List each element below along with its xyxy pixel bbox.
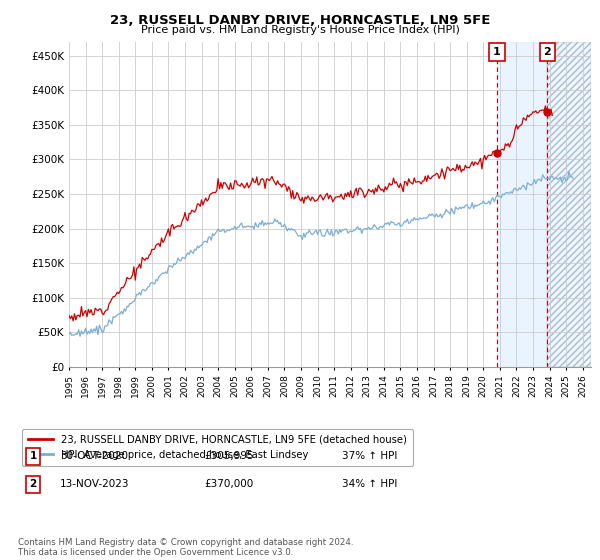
Text: 30-OCT-2020: 30-OCT-2020	[60, 451, 128, 461]
Text: 37% ↑ HPI: 37% ↑ HPI	[342, 451, 397, 461]
Bar	[547, 42, 591, 367]
Text: 34% ↑ HPI: 34% ↑ HPI	[342, 479, 397, 489]
Text: 23, RUSSELL DANBY DRIVE, HORNCASTLE, LN9 5FE: 23, RUSSELL DANBY DRIVE, HORNCASTLE, LN9…	[110, 14, 490, 27]
Legend: 23, RUSSELL DANBY DRIVE, HORNCASTLE, LN9 5FE (detached house), HPI: Average pric: 23, RUSSELL DANBY DRIVE, HORNCASTLE, LN9…	[22, 428, 413, 466]
Text: 1: 1	[29, 451, 37, 461]
Text: 2: 2	[544, 48, 551, 57]
Text: £370,000: £370,000	[204, 479, 253, 489]
Text: 2: 2	[29, 479, 37, 489]
Text: Price paid vs. HM Land Registry's House Price Index (HPI): Price paid vs. HM Land Registry's House …	[140, 25, 460, 35]
Text: £305,995: £305,995	[204, 451, 254, 461]
Text: Contains HM Land Registry data © Crown copyright and database right 2024.
This d: Contains HM Land Registry data © Crown c…	[18, 538, 353, 557]
Bar	[497, 42, 547, 367]
Text: 1: 1	[493, 48, 501, 57]
Bar	[547, 42, 591, 367]
Text: 13-NOV-2023: 13-NOV-2023	[60, 479, 130, 489]
